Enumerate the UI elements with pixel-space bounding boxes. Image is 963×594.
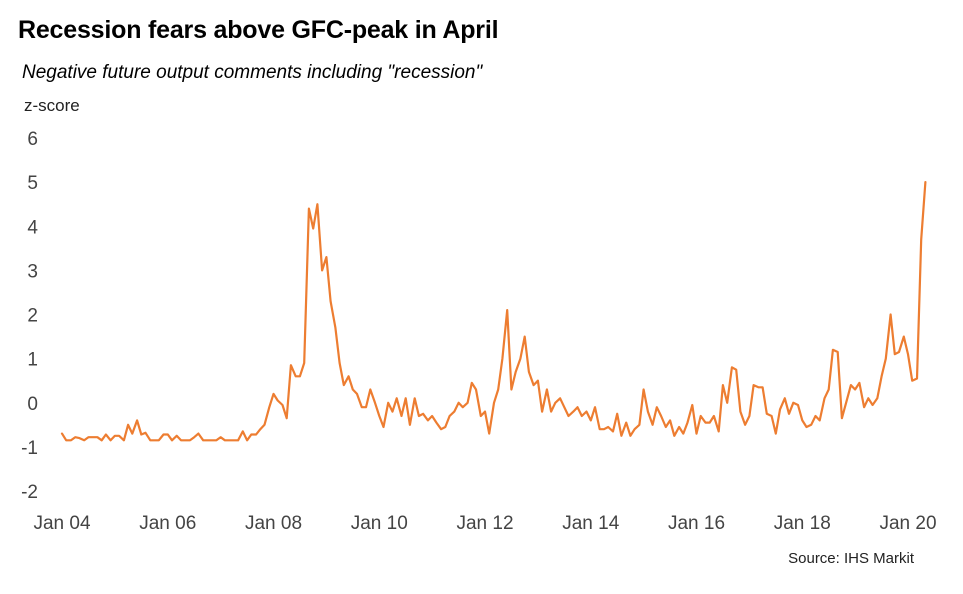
x-tick-label: Jan 16	[668, 513, 725, 534]
x-tick-label: Jan 12	[456, 513, 513, 534]
y-tick-label: 3	[27, 261, 38, 282]
chart-title: Recession fears above GFC-peak in April	[18, 16, 499, 44]
y-axis-ticks: 6 5 4 3 2 1 0 -1 -2	[21, 129, 38, 503]
x-tick-label: Jan 04	[33, 513, 90, 534]
x-tick-label: Jan 08	[245, 513, 302, 534]
x-tick-label: Jan 10	[351, 513, 408, 534]
y-tick-label: 4	[27, 217, 38, 238]
y-tick-label: -1	[21, 438, 38, 459]
y-tick-label: 2	[27, 306, 38, 327]
y-tick-label: 6	[27, 129, 38, 150]
y-tick-label: 5	[27, 173, 38, 194]
y-tick-label: -2	[21, 482, 38, 503]
y-axis-label: z-score	[24, 96, 80, 115]
y-tick-label: 1	[27, 350, 38, 371]
x-tick-label: Jan 06	[139, 513, 196, 534]
x-tick-label: Jan 20	[879, 513, 936, 534]
y-tick-label: 0	[27, 394, 38, 415]
series-line	[60, 181, 927, 442]
x-tick-label: Jan 14	[562, 513, 619, 534]
series-group	[60, 181, 927, 442]
chart-subtitle: Negative future output comments includin…	[22, 62, 483, 83]
source-note: Source: IHS Markit	[788, 550, 914, 567]
x-tick-label: Jan 18	[774, 513, 831, 534]
x-axis-ticks: Jan 04 Jan 06 Jan 08 Jan 10 Jan 12 Jan 14 Jan …	[33, 513, 936, 534]
